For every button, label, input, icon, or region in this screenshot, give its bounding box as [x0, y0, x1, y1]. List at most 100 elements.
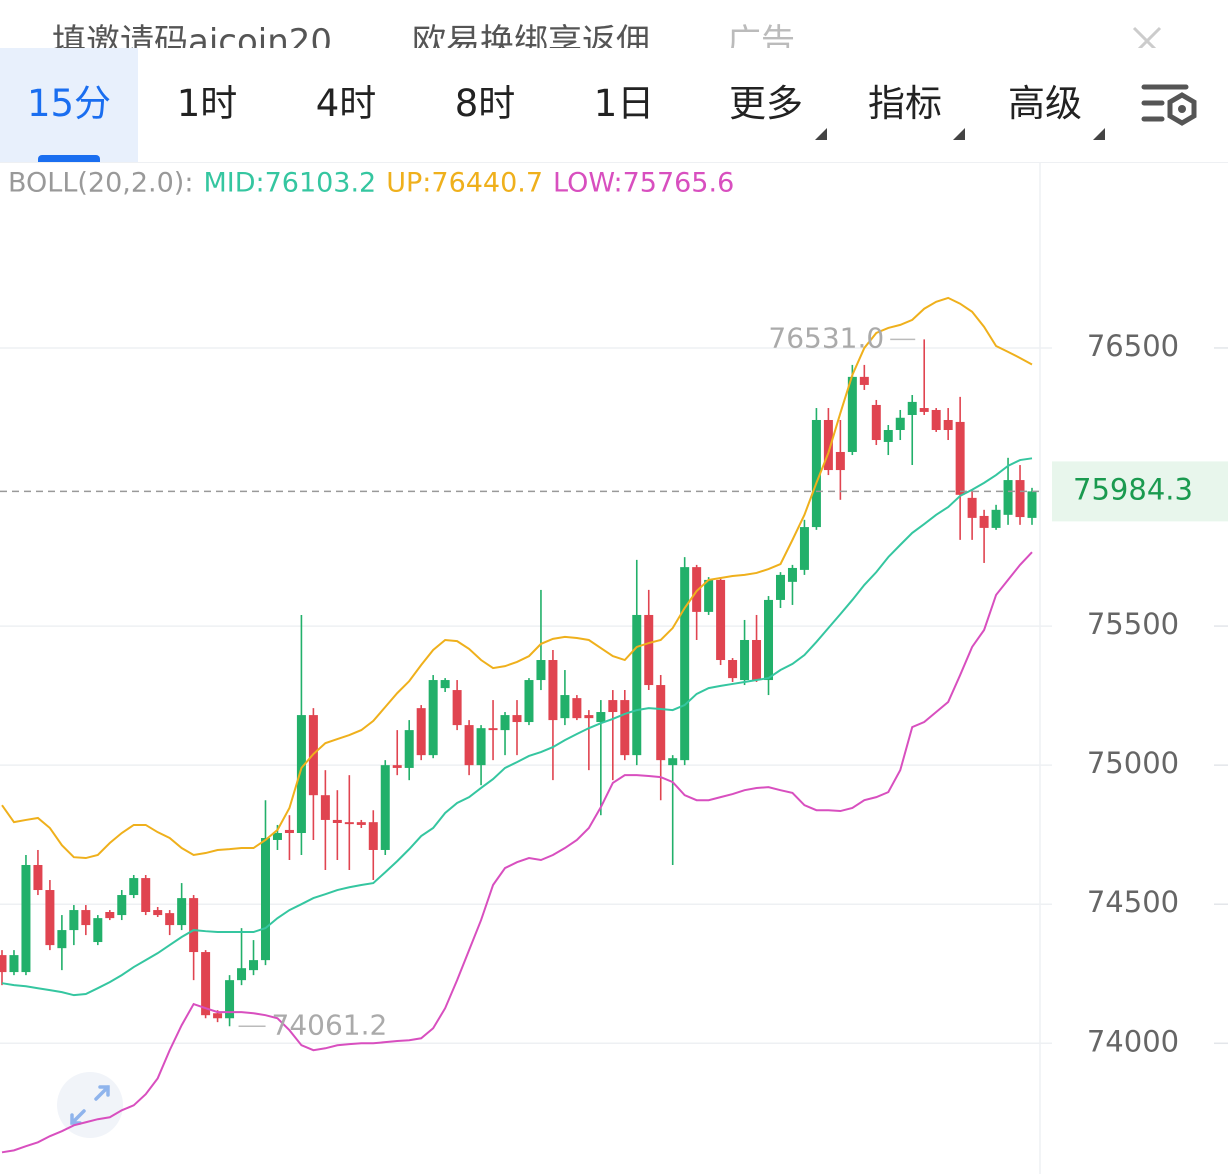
tab[interactable]: 4时 [315, 82, 377, 125]
candle-body [0, 955, 7, 973]
candle-body [847, 376, 857, 452]
candle-body [249, 960, 259, 971]
candle-body [512, 715, 522, 723]
tab[interactable]: 1日 [593, 82, 655, 125]
dropdown-arrow [953, 128, 965, 140]
tab[interactable]: 1时 [176, 82, 238, 125]
candle-body [1003, 480, 1013, 515]
candle-body [500, 715, 510, 731]
ad-text: 欧易换绑享返佣 [412, 22, 650, 48]
candle-body [680, 567, 690, 761]
legend-entry: UP:76440.7 [386, 168, 543, 199]
candle-body [165, 913, 175, 926]
candle-body [584, 715, 594, 719]
candle-body [931, 409, 941, 431]
candle-body [1015, 480, 1025, 518]
plot: 74000 74500 75000 75500 76500 BOLL(20,2.0): MI… [0, 168, 1228, 1154]
candle-body [716, 579, 726, 661]
indicator-label: BOLL(20,2.0): [8, 168, 193, 199]
candle-body [344, 822, 354, 825]
low-mark-label: 74061.2 [272, 1008, 388, 1041]
candle-body [45, 890, 55, 946]
candle-body [296, 715, 306, 834]
y-tick-label: 74000 [1087, 1024, 1179, 1058]
candle-body [787, 567, 797, 582]
candle-body [548, 660, 558, 721]
candle-body [105, 912, 115, 919]
candle-body [907, 401, 917, 415]
tab[interactable]: 指标 [868, 82, 942, 125]
candle-body [620, 700, 630, 756]
candle-body [704, 579, 714, 612]
candle-body [752, 639, 762, 681]
candle-body [284, 829, 294, 834]
candle-body [81, 910, 91, 926]
candle-body [93, 918, 103, 943]
candle-body [632, 614, 642, 756]
candle-body [895, 417, 905, 431]
y-tick-label: 76500 [1087, 329, 1179, 363]
candle-body [835, 451, 845, 471]
tab[interactable]: 8时 [454, 82, 516, 125]
candle-body [260, 838, 270, 961]
tab[interactable]: 高级 [1008, 82, 1082, 125]
candle-body [979, 515, 989, 528]
last-price-box [1052, 461, 1228, 522]
candle-body [644, 614, 654, 686]
candle-body [799, 527, 809, 570]
candle-body [596, 712, 606, 723]
candle-body [608, 700, 618, 713]
last-price-label: 75984.3 [1073, 472, 1193, 506]
band-line [1, 457, 1033, 997]
dropdown-arrow [815, 128, 827, 140]
candle-body [380, 765, 390, 850]
candle-body [21, 864, 31, 973]
band-line [1, 551, 1033, 1154]
candle-body [392, 765, 402, 768]
candle-body [859, 376, 869, 385]
settings-icon[interactable] [1140, 75, 1200, 135]
candle-body [536, 660, 546, 681]
candle-body [955, 421, 965, 495]
band-line [1, 296, 1033, 860]
candle-body [476, 728, 486, 766]
candle-body [404, 730, 414, 768]
candle-body [656, 685, 666, 761]
candle-body [440, 680, 450, 689]
candle-body [320, 795, 330, 820]
candle-body [117, 895, 127, 916]
decor [57, 163, 1041, 1174]
candle-body [189, 898, 199, 953]
dropdown-arrow [1093, 128, 1105, 140]
candle-body [9, 955, 19, 973]
candle-body [991, 509, 1001, 528]
candle-body [488, 728, 498, 731]
candle-body [1027, 491, 1037, 518]
candle-body [33, 864, 43, 891]
candle-body [572, 698, 582, 719]
candle-body [153, 910, 163, 916]
legend-entry: LOW:75765.6 [553, 168, 734, 199]
close-icon[interactable] [0, 0, 1228, 48]
candle-body [428, 680, 438, 756]
candle-body [524, 680, 534, 723]
ad-banner[interactable]: 填邀请码aicoin20 欧易换绑享返佣 广告 [0, 0, 1228, 48]
candle-body [356, 822, 366, 825]
tab[interactable]: 15分 [0, 48, 138, 162]
candle-body [141, 878, 151, 913]
candle-body [452, 690, 462, 726]
y-tick-label: 75000 [1087, 746, 1179, 780]
candle-body [668, 758, 678, 766]
y-tick-label: 75500 [1087, 607, 1179, 641]
candle-body [692, 567, 702, 612]
candle-body [69, 910, 79, 931]
candle-body [919, 408, 929, 412]
tab[interactable]: 更多 [729, 82, 803, 125]
candle-body [237, 968, 247, 981]
candle-body [332, 819, 342, 824]
candle-body [416, 708, 426, 756]
tab-bar: 15分 1时 4时 8时 1日 更多 指标 高级 [0, 48, 1228, 163]
candle-body [272, 833, 282, 840]
